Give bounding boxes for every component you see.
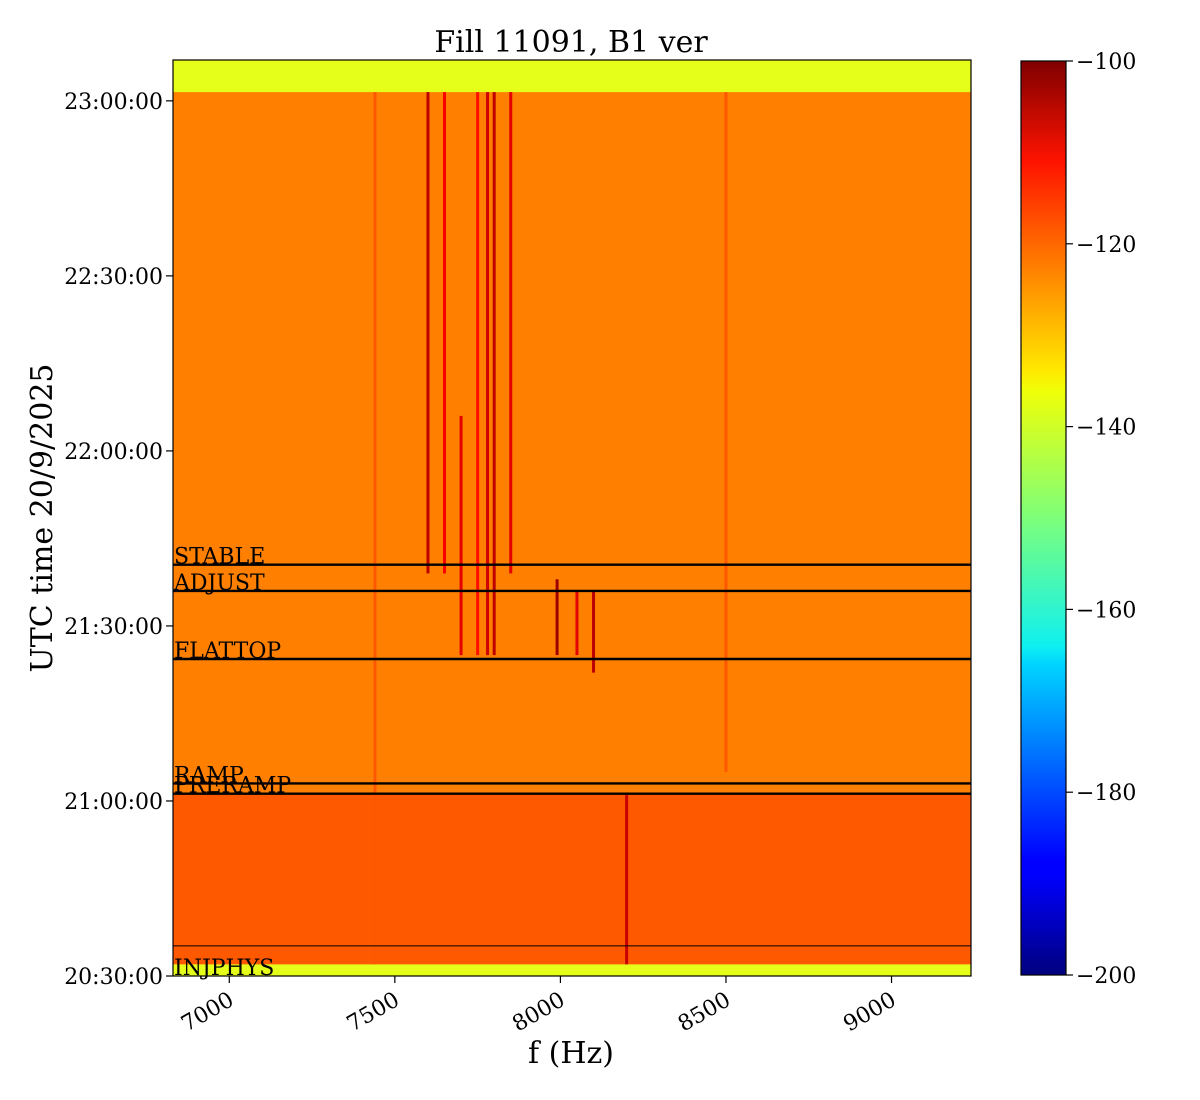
no-data-band-bottom bbox=[173, 964, 971, 976]
spectral-line bbox=[476, 92, 480, 656]
spectral-line bbox=[486, 92, 490, 656]
spectral-line bbox=[459, 415, 463, 656]
y-tick-label: 20:30:00 bbox=[64, 965, 163, 990]
no-data-band-top bbox=[173, 60, 971, 93]
colorbar-tick-label: −180 bbox=[1076, 781, 1136, 806]
spectral-line bbox=[443, 92, 447, 574]
x-axis-label: f (Hz) bbox=[528, 1036, 614, 1071]
y-tick-label: 22:00:00 bbox=[64, 440, 163, 465]
spectral-line bbox=[625, 795, 629, 965]
colorbar-tick-label: −200 bbox=[1076, 964, 1136, 989]
beam-mode-label: ADJUST bbox=[173, 571, 265, 596]
colorbar-tick-label: −140 bbox=[1076, 416, 1136, 441]
beam-mode-label: INJPHYS bbox=[174, 956, 274, 981]
spectral-line bbox=[575, 590, 579, 656]
spectral-line bbox=[555, 579, 559, 656]
beam-mode-label: FLATTOP bbox=[174, 639, 281, 664]
spectral-line bbox=[426, 92, 430, 574]
y-tick-label: 23:00:00 bbox=[64, 90, 163, 115]
y-tick-label: 21:00:00 bbox=[64, 790, 163, 815]
beam-mode-label: PRERAMP bbox=[174, 774, 291, 799]
beam-mode-label: STABLE bbox=[174, 545, 265, 570]
beam-mode-label: RAMP bbox=[174, 763, 244, 788]
x-tick-label: 8000 bbox=[508, 988, 569, 1038]
spectral-line bbox=[724, 92, 728, 772]
colorbar-axis: −100 −120 −140 −160 −180 −200 bbox=[1066, 50, 1136, 989]
x-axis: 7000 7500 8000 8500 9000 bbox=[177, 976, 901, 1038]
spectral-line bbox=[373, 92, 377, 965]
colorbar-tick-label: −120 bbox=[1076, 233, 1136, 258]
y-tick-label: 22:30:00 bbox=[64, 265, 163, 290]
spectral-line bbox=[492, 92, 496, 656]
x-tick-label: 7500 bbox=[343, 988, 404, 1038]
y-tick-label: 21:30:00 bbox=[64, 615, 163, 640]
spectral-line bbox=[509, 92, 513, 574]
spectral-lines bbox=[373, 92, 728, 965]
spectral-line bbox=[592, 590, 596, 673]
x-tick-label: 9000 bbox=[840, 988, 901, 1038]
x-tick-label: 8500 bbox=[674, 988, 735, 1038]
y-axis-label: UTC time 20/9/2025 bbox=[25, 364, 60, 673]
injection-period-band bbox=[173, 793, 971, 965]
x-tick-label: 7000 bbox=[177, 988, 238, 1038]
colorbar bbox=[1020, 60, 1067, 976]
colorbar-tick-label: −100 bbox=[1076, 50, 1136, 75]
y-axis: 20:30:00 21:00:00 21:30:00 22:00:00 22:30:00… bbox=[64, 90, 173, 990]
plot-frame bbox=[172, 59, 972, 977]
background-bands bbox=[173, 60, 971, 976]
colorbar-tick-label: −160 bbox=[1076, 598, 1136, 623]
chart-title: Fill 11091, B1 ver bbox=[434, 25, 708, 60]
